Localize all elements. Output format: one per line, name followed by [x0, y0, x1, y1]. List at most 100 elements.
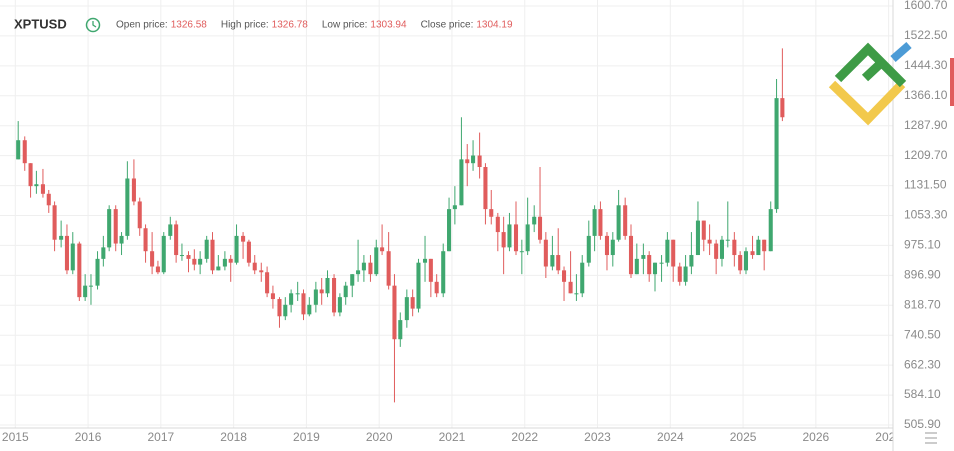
- candle-body: [707, 239, 712, 244]
- candle-body: [313, 289, 318, 305]
- candle-body: [368, 262, 373, 275]
- candle-body: [186, 255, 191, 259]
- x-tick-label: 2022: [511, 430, 538, 444]
- candle-body: [88, 285, 94, 287]
- x-axis-labels: 2015 2016 2017 2018 2019 2020 2021 2022 2023 2024…: [2, 430, 893, 444]
- candle-body: [46, 193, 51, 206]
- info-label: Low price:: [322, 20, 368, 31]
- candle-body: [64, 235, 69, 271]
- candle-body: [28, 163, 33, 187]
- candle-body: [719, 239, 724, 259]
- logo: [828, 41, 912, 126]
- candle-body: [701, 220, 706, 240]
- candle-body: [204, 239, 209, 259]
- candle-body: [350, 274, 355, 286]
- candle-body: [537, 216, 543, 240]
- candle-body: [641, 255, 646, 259]
- candle-body: [143, 228, 148, 252]
- x-tick-label: 2019: [293, 430, 320, 444]
- candle-body: [659, 262, 664, 264]
- candle-body: [428, 258, 433, 282]
- candle-body: [459, 159, 464, 206]
- y-tick-label: 1209.70: [904, 148, 948, 162]
- info-label: Open price:: [116, 20, 168, 31]
- candle-body: [714, 243, 719, 259]
- candle-body: [246, 241, 251, 263]
- candle-body: [277, 299, 282, 317]
- candle-body: [332, 277, 337, 313]
- candle-body: [113, 209, 118, 244]
- y-axis-labels: 505.90 584.10 662.30 740.50 818.70 896.90 975.…: [904, 0, 948, 431]
- candle-body: [192, 258, 197, 265]
- candle-body: [610, 239, 615, 256]
- candle-body: [532, 216, 537, 225]
- candle-body: [174, 224, 179, 256]
- candle-body: [628, 235, 634, 275]
- candle-body: [107, 209, 112, 248]
- candle-body: [495, 216, 500, 233]
- x-tick-label: 2021: [439, 430, 466, 444]
- candle-body: [689, 255, 694, 267]
- candle-body: [95, 258, 100, 286]
- candle-body: [356, 270, 361, 275]
- candle-body: [210, 239, 215, 271]
- candle-body: [513, 224, 519, 252]
- candle-body: [623, 205, 628, 236]
- candle-body: [671, 239, 676, 267]
- candle-body: [168, 224, 173, 236]
- candle-body: [34, 184, 39, 187]
- x-tick-label: 2020: [366, 430, 393, 444]
- candle-body: [556, 255, 561, 271]
- symbol: XPTUSD: [14, 16, 67, 31]
- candle-body: [652, 262, 658, 275]
- y-tick-label: 584.10: [904, 387, 941, 401]
- candle-body: [161, 235, 166, 273]
- y-tick-label: 818.70: [904, 297, 941, 311]
- info-value: 1303.94: [370, 20, 407, 31]
- x-tick-label: 2024: [657, 430, 684, 444]
- candle-body: [604, 235, 610, 256]
- candle-body: [228, 258, 233, 263]
- candle-body: [16, 140, 21, 160]
- candle-body: [222, 258, 227, 267]
- candle-body: [580, 262, 585, 294]
- candle-body: [774, 98, 779, 210]
- candle-body: [441, 251, 446, 294]
- x-tick-label: 2018: [220, 430, 247, 444]
- candles: [16, 48, 785, 403]
- candle-body: [756, 239, 761, 256]
- candle-body: [241, 235, 246, 242]
- candle-body: [750, 251, 755, 256]
- candle-body: [465, 159, 470, 164]
- candle-body: [743, 251, 749, 271]
- candle-body: [507, 224, 512, 248]
- candle-body: [489, 209, 494, 217]
- candle-body: [477, 155, 482, 168]
- candle-body: [283, 304, 288, 317]
- y-tick-label: 1053.30: [904, 208, 948, 222]
- price-marker: [950, 58, 954, 106]
- candle-body: [586, 235, 591, 263]
- candle-body: [501, 232, 506, 248]
- candle-body: [452, 205, 457, 210]
- y-tick-label: 1131.50: [904, 178, 947, 192]
- candle-body: [289, 293, 294, 305]
- y-tick-label: 975.10: [904, 238, 941, 252]
- candle-body: [598, 209, 603, 236]
- candle-body: [265, 272, 270, 294]
- candle-body: [398, 320, 403, 340]
- candle-body: [447, 209, 452, 252]
- candle-body: [543, 239, 548, 267]
- candle-body: [725, 239, 730, 241]
- candle-body: [259, 270, 264, 273]
- candle-body: [150, 251, 155, 267]
- candle-body: [738, 255, 743, 271]
- candle-body: [562, 270, 567, 282]
- x-tick-label: 2026: [803, 430, 830, 444]
- grid: [0, 0, 893, 428]
- x-tick-label: 2023: [584, 430, 611, 444]
- candle-body: [392, 285, 397, 340]
- candle-body: [410, 297, 415, 309]
- candle-body: [70, 243, 75, 271]
- candle-body: [374, 247, 379, 275]
